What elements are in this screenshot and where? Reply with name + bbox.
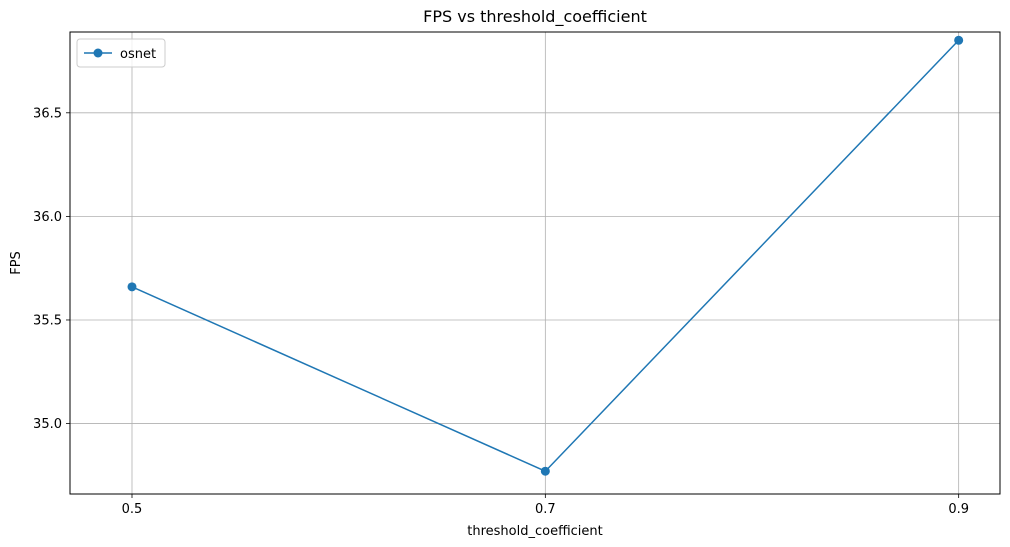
- x-axis-label: threshold_coefficient: [467, 524, 602, 539]
- x-tick-label: 0.5: [122, 502, 143, 517]
- data-point-osnet: [954, 35, 964, 45]
- data-point-osnet: [127, 282, 137, 292]
- y-tick-label: 36.5: [33, 106, 62, 121]
- y-axis-label: FPS: [9, 251, 24, 275]
- series-group: [127, 35, 964, 476]
- grid-lines: [70, 32, 1000, 494]
- data-point-osnet: [540, 466, 550, 476]
- legend-marker-osnet: [93, 48, 103, 58]
- x-tick-label: 0.9: [948, 502, 969, 517]
- chart-title: FPS vs threshold_coefficient: [423, 7, 647, 27]
- y-tick-label: 35.5: [33, 313, 62, 328]
- legend: osnet: [76, 38, 166, 68]
- legend-box: [76, 38, 166, 68]
- plot-frame: [69, 31, 1001, 495]
- x-tick-label: 0.7: [535, 502, 556, 517]
- x-axis-ticks: 0.5 0.7 0.9: [122, 494, 969, 517]
- legend-label-osnet: osnet: [120, 47, 156, 62]
- y-axis-ticks: 35.0 35.5 36.0 36.5: [33, 106, 70, 432]
- y-tick-label: 36.0: [33, 210, 62, 225]
- y-tick-label: 35.0: [33, 417, 62, 432]
